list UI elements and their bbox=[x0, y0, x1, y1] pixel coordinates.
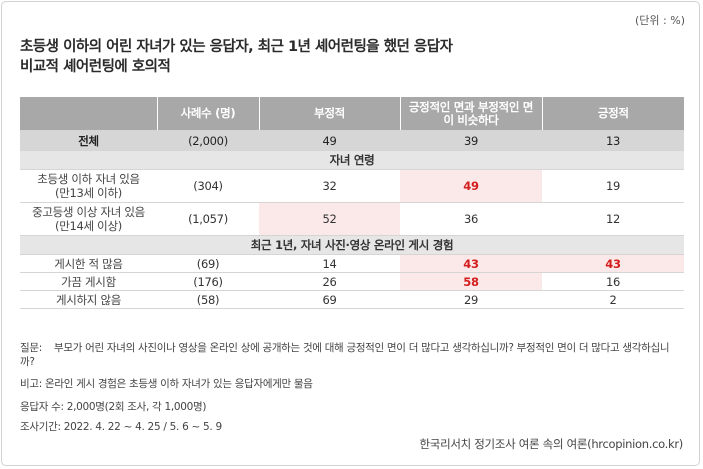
row-pos: 19 bbox=[542, 169, 684, 203]
row-n: (1,057) bbox=[157, 202, 259, 236]
title-line-1: 초등생 이하의 어린 자녀가 있는 응답자, 최근 1년 셰어런팅을 했던 응답… bbox=[20, 39, 453, 55]
section-row-child-age: 자녀 연령 bbox=[20, 150, 684, 170]
source-credit: 한국리서치 정기조사 여론 속의 여론(hrcopinion.co.kr) bbox=[419, 437, 684, 451]
row-n: (58) bbox=[157, 290, 259, 309]
question-note: 질문: 부모가 어린 자녀의 사진이나 영상을 온라인 상에 공개하는 것에 대해… bbox=[20, 341, 680, 369]
section-label-child-age: 자녀 연령 bbox=[20, 150, 684, 170]
row-mid-highlight: 49 bbox=[400, 169, 542, 203]
header-sample-size: 사례수 (명) bbox=[157, 97, 260, 131]
row-neg-highlight: 52 bbox=[259, 202, 400, 236]
row-pos: 2 bbox=[542, 290, 684, 309]
row-n: (69) bbox=[157, 254, 259, 273]
table-row: 게시한 적 많음 (69) 14 43 43 bbox=[20, 254, 684, 273]
row-mid: 36 bbox=[400, 202, 542, 236]
section-row-posting: 최근 1년, 자녀 사진·영상 온라인 게시 경험 bbox=[20, 235, 684, 255]
total-n: (2,000) bbox=[157, 130, 259, 151]
total-label: 전체 bbox=[20, 130, 157, 151]
row-neg: 69 bbox=[259, 290, 400, 309]
question-tag: 질문: bbox=[20, 342, 42, 354]
remark-note: 비고: 온라인 게시 경험은 초등생 이하 자녀가 있는 응답자에게만 물음 bbox=[20, 378, 313, 390]
row-neg: 14 bbox=[259, 254, 400, 273]
row-n: (304) bbox=[157, 169, 259, 203]
header-negative: 부정적 bbox=[259, 97, 401, 131]
row-label: 게시하지 않음 bbox=[20, 290, 157, 309]
header-empty bbox=[20, 97, 158, 131]
page-title: 초등생 이하의 어린 자녀가 있는 응답자, 최근 1년 셰어런팅을 했던 응답… bbox=[20, 37, 453, 77]
title-line-2: 비교적 셰어런팅에 호의적 bbox=[20, 59, 171, 75]
row-pos: 12 bbox=[542, 202, 684, 236]
row-pos-highlight: 43 bbox=[542, 254, 684, 273]
table-row: 초등생 이하 자녀 있음 (만13세 이하) (304) 32 49 19 bbox=[20, 169, 684, 203]
row-label-line1: 초등생 이하 자녀 있음 bbox=[37, 172, 140, 186]
header-neutral-line2: 이 비슷하다 bbox=[443, 112, 499, 127]
row-label-line2: (만13세 이하) bbox=[55, 186, 122, 200]
row-label-line2: (만14세 이상) bbox=[55, 219, 122, 233]
section-label-posting: 최근 1년, 자녀 사진·영상 온라인 게시 경험 bbox=[20, 235, 684, 255]
survey-table: 사례수 (명) 부정적 긍정적인 면과 부정적인 면 이 비슷하다 긍정적 전체… bbox=[20, 97, 684, 309]
row-label: 중고등생 이상 자녀 있음 (만14세 이상) bbox=[20, 202, 157, 236]
header-positive: 긍정적 bbox=[542, 97, 684, 131]
table-row: 게시하지 않음 (58) 69 29 2 bbox=[20, 290, 684, 309]
row-mid-highlight: 43 bbox=[400, 254, 542, 273]
row-label-line1: 중고등생 이상 자녀 있음 bbox=[32, 205, 145, 219]
row-pos: 16 bbox=[542, 272, 684, 291]
total-mid: 39 bbox=[400, 130, 542, 151]
respondents-note: 응답자 수: 2,000명(2회 조사, 각 1,000명) bbox=[20, 401, 207, 413]
table-row: 가끔 게시함 (176) 26 58 16 bbox=[20, 272, 684, 291]
table-row: 중고등생 이상 자녀 있음 (만14세 이상) (1,057) 52 36 12 bbox=[20, 202, 684, 236]
unit-label: (단위 : %) bbox=[635, 14, 685, 27]
header-neutral-line1: 긍정적인 면과 부정적인 면 bbox=[408, 99, 534, 114]
row-label: 초등생 이하 자녀 있음 (만13세 이하) bbox=[20, 169, 157, 203]
row-neg: 26 bbox=[259, 272, 400, 291]
row-neg: 32 bbox=[259, 169, 400, 203]
row-mid-highlight: 58 bbox=[400, 272, 542, 291]
question-text: 부모가 어린 자녀의 사진이나 영상을 온라인 상에 공개하는 것에 대해 긍정… bbox=[20, 342, 670, 368]
total-row: 전체 (2,000) 49 39 13 bbox=[20, 130, 684, 151]
total-pos: 13 bbox=[542, 130, 684, 151]
table-header-row: 사례수 (명) 부정적 긍정적인 면과 부정적인 면 이 비슷하다 긍정적 bbox=[20, 97, 684, 131]
row-n: (176) bbox=[157, 272, 259, 291]
total-neg: 49 bbox=[259, 130, 400, 151]
header-neutral: 긍정적인 면과 부정적인 면 이 비슷하다 bbox=[400, 97, 543, 131]
row-label: 게시한 적 많음 bbox=[20, 254, 157, 273]
survey-period-note: 조사기간: 2022. 4. 22 ~ 4. 25 / 5. 6 ~ 5. 9 bbox=[20, 421, 222, 433]
row-mid: 29 bbox=[400, 290, 542, 309]
row-label: 가끔 게시함 bbox=[20, 272, 157, 291]
